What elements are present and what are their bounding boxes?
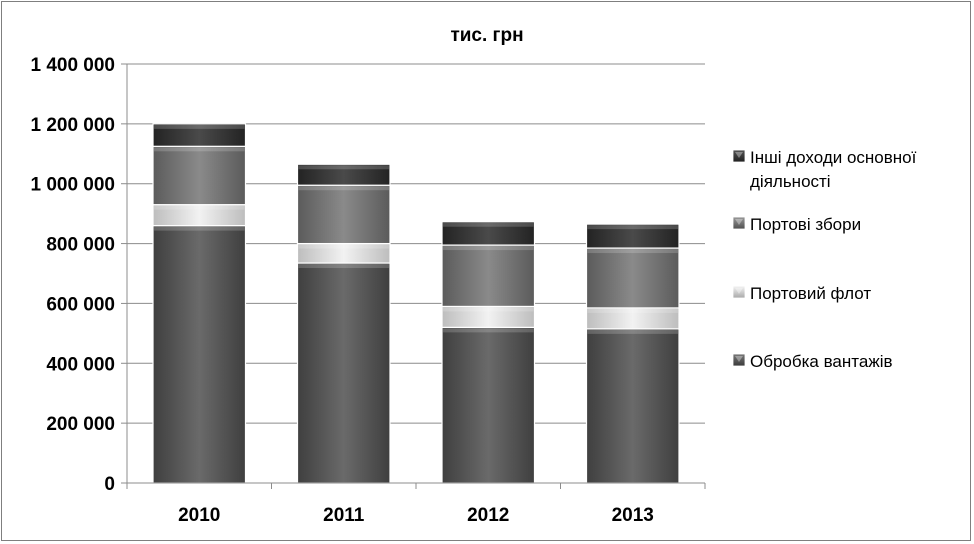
legend: Інші доходи основної діяльності Портові зб… xyxy=(732,148,917,371)
bar-segment-2012-series-2 xyxy=(441,244,536,308)
bars xyxy=(152,123,680,484)
legend-swatch xyxy=(732,285,746,299)
bar-bevel-2012-series-0 xyxy=(443,328,534,333)
bar-bevel-2013-series-1 xyxy=(587,308,678,313)
bar-bevel-2010-series-2 xyxy=(154,147,245,152)
bar-bevel-2011-series-1 xyxy=(298,244,389,249)
axes: 0 200 000 400 000 600 000 800 000 1 000 000 1 … xyxy=(30,55,706,526)
bar-bevel-2011-series-3 xyxy=(298,165,389,170)
y-tick-label: 200 000 xyxy=(46,414,115,435)
legend-label: Обробка вантажів xyxy=(750,352,893,371)
bar-segment-2013-series-3 xyxy=(585,223,680,249)
y-tick-label: 800 000 xyxy=(46,235,115,256)
x-tick-label: 2011 xyxy=(323,505,365,526)
legend-swatch-bevel xyxy=(735,288,743,294)
bar-bevel-2010-series-1 xyxy=(154,205,245,210)
bar-bevel-2012-series-3 xyxy=(443,222,534,227)
bar-segment-2011-series-0 xyxy=(296,262,391,484)
bar-bevel-2010-series-3 xyxy=(154,124,245,129)
x-tick-label: 2010 xyxy=(178,505,220,526)
legend-swatch-bevel xyxy=(735,356,743,362)
legend-swatch xyxy=(732,149,746,163)
bar-bevel-2012-series-2 xyxy=(443,246,534,251)
y-tick-label: 600 000 xyxy=(46,294,115,315)
y-tick-label: 1 000 000 xyxy=(30,175,115,196)
y-tick-label: 1 200 000 xyxy=(30,115,115,136)
bar-segment-2011-series-3 xyxy=(296,163,391,186)
x-tick-label: 2012 xyxy=(467,505,509,526)
legend-item-3: Обробка вантажів xyxy=(732,352,893,371)
legend-label: діяльності xyxy=(750,172,831,191)
x-tick-label: 2013 xyxy=(612,505,654,526)
bar-segment-2010-series-2 xyxy=(152,145,247,206)
legend-label: Портовий флот xyxy=(750,284,871,303)
bar-bevel-2013-series-3 xyxy=(587,225,678,230)
legend-swatch-bevel xyxy=(735,219,743,225)
bar-segment-2012-series-3 xyxy=(441,221,536,246)
legend-item-2: Портовий флот xyxy=(732,284,871,303)
bar-segment-2011-series-2 xyxy=(296,184,391,245)
y-tick-label: 1 400 000 xyxy=(30,55,115,76)
y-tick-label: 400 000 xyxy=(46,354,115,375)
legend-item-0: Інші доходи основної діяльності xyxy=(732,148,917,191)
bar-segment-2010-series-3 xyxy=(152,123,247,147)
bar-segment-2013-series-2 xyxy=(585,247,680,309)
bar-segment-2012-series-0 xyxy=(441,326,536,484)
bar-bevel-2013-series-2 xyxy=(587,249,678,254)
bar-bevel-2011-series-2 xyxy=(298,186,389,191)
y-tick-label: 0 xyxy=(104,474,115,495)
chart-title: тис. грн xyxy=(450,25,523,46)
bar-segment-2010-series-0 xyxy=(152,225,247,484)
legend-swatch xyxy=(732,216,746,230)
legend-label: Портові збори xyxy=(750,215,861,234)
legend-swatch xyxy=(732,353,746,367)
bar-bevel-2012-series-1 xyxy=(443,307,534,312)
bar-bevel-2011-series-0 xyxy=(298,264,389,269)
legend-swatch-bevel xyxy=(735,152,743,158)
bar-bevel-2010-series-0 xyxy=(154,226,245,231)
bar-bevel-2013-series-0 xyxy=(587,329,678,334)
legend-item-1: Портові збори xyxy=(732,215,861,234)
bar-segment-2013-series-0 xyxy=(585,328,680,484)
legend-label: Інші доходи основної xyxy=(750,148,917,167)
